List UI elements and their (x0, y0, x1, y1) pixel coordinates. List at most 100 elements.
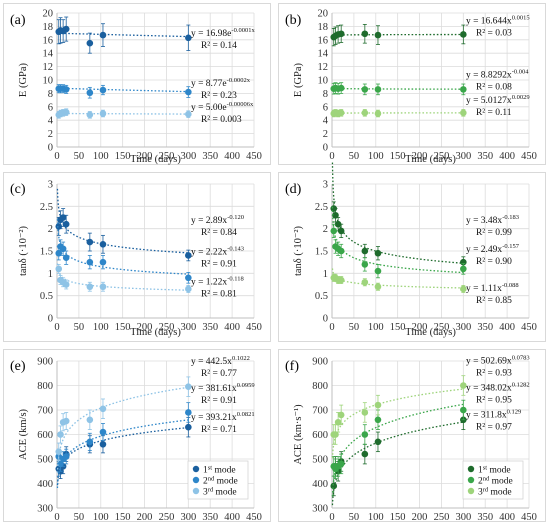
panel-label: (a) (10, 13, 26, 28)
x-tick-label: 400 (224, 151, 240, 162)
data-point (361, 30, 369, 38)
x-tick-label: 150 (115, 512, 131, 523)
x-tick-label: 250 (159, 512, 175, 523)
data-point (332, 431, 339, 438)
chart-svg-e: (e) 300 400 500 600 700 800 900 0 50 100 150 200 250 3… (10, 355, 262, 523)
y-tick-label: 3 (323, 180, 328, 191)
equation-exponent: -0.004 (512, 68, 530, 75)
x-tick-label: 300 (455, 322, 471, 333)
equation-base: y = 2.49x (466, 245, 502, 255)
trendline (331, 388, 464, 459)
equation-label: y = 2.22x-0.143 (191, 246, 244, 258)
panel-label: (b) (285, 13, 302, 28)
y-tick-label: 2 (323, 129, 328, 140)
data-point (361, 409, 369, 416)
x-tick-label: 150 (390, 151, 406, 162)
data-point (99, 86, 107, 94)
data-point (374, 401, 382, 409)
x-tick-label: 50 (74, 151, 85, 162)
data-point (374, 438, 382, 446)
trendline (332, 112, 464, 115)
y-tick-label: 0 (323, 314, 328, 325)
data-point (185, 88, 192, 96)
data-point (374, 31, 382, 39)
r2-label: R² = 0.97 (476, 422, 512, 432)
trendline (331, 403, 464, 497)
x-tick-label: 150 (390, 322, 406, 333)
y-tick-label: 6 (323, 102, 328, 113)
data-point (361, 450, 369, 458)
equation-base: y = 5.00e (191, 103, 227, 113)
data-point (62, 254, 70, 261)
y-tick-label: 400 (312, 479, 328, 490)
legend-label-number: 2 (203, 477, 208, 487)
x-tick-label: 400 (499, 512, 515, 523)
y-tick-label: 14 (318, 49, 329, 60)
x-tick-label: 200 (137, 512, 153, 523)
data-point (86, 438, 94, 446)
x-tick-label: 350 (202, 151, 218, 162)
data-point (185, 110, 192, 118)
x-tick-label: 150 (115, 151, 131, 162)
legend-label-rest: mode (487, 466, 510, 476)
y-tick-label: 0.5 (315, 291, 328, 302)
legend-label-rest: mode (489, 477, 512, 487)
equation-base: y = 348.02x (466, 383, 512, 393)
y-axis-label: ACE (km/s) (18, 408, 29, 460)
equation-base: y = 311.8x (466, 410, 507, 420)
data-point (99, 110, 107, 117)
legend-label-ordinal: rd (483, 487, 489, 494)
equation-label: y = 5.00e-0.00006x (191, 101, 254, 113)
chart-panel-e: (e) 300 400 500 600 700 800 900 0 50 100 150 200 250 3… (3, 349, 271, 523)
data-point (337, 411, 345, 419)
r2-label: R² = 0.03 (476, 29, 512, 39)
data-point (86, 89, 94, 97)
legend-marker (467, 476, 475, 484)
legend-label-rest: mode (213, 488, 236, 498)
data-point (99, 258, 107, 266)
r2-label: R² = 0.93 (476, 368, 512, 378)
equation-exponent: 0.0783 (512, 354, 530, 361)
data-point (361, 278, 369, 286)
x-tick-label: 300 (455, 151, 471, 162)
equation-exponent: 0.0959 (237, 382, 255, 389)
equation-label: y = 16.644x0.0015 (466, 15, 530, 27)
y-tick-label: 8 (48, 89, 53, 100)
trendline (56, 426, 189, 486)
x-tick-label: 250 (434, 151, 450, 162)
x-tick-label: 400 (224, 322, 240, 333)
equation-exponent: -0.183 (502, 214, 519, 221)
data-point (62, 86, 70, 93)
chart-panel-c: (c) 0 0.5 1 1.5 2 2.5 3 0 50 100 150 200 250 300 350 400… (3, 172, 271, 342)
data-point (361, 247, 369, 255)
x-tick-label: 0 (329, 151, 334, 162)
equation-exponent: -0.143 (227, 246, 244, 253)
chart-panel-b: (b) 0 2 4 6 8 10 12 14 16 18 20 0 50 100 150 200 250 300 35… (278, 3, 546, 165)
x-tick-label: 400 (499, 322, 515, 333)
equation-base: y = 8.77e (191, 79, 227, 89)
y-tick-label: 6 (48, 102, 53, 113)
x-tick-label: 350 (477, 512, 493, 523)
equation-exponent: -0.120 (227, 214, 244, 221)
equation-label: y = 348.02x0.1282 (466, 381, 530, 393)
equation-exponent: 0.129 (507, 408, 522, 415)
legend-label-number: 3 (203, 488, 208, 498)
x-tick-label: 450 (246, 322, 262, 333)
y-tick-label: 12 (318, 62, 329, 73)
y-tick-label: 500 (37, 455, 53, 466)
trendline (56, 386, 189, 474)
legend-label: 1st mode (478, 465, 511, 476)
legend-label-rest: mode (488, 488, 511, 498)
y-axis-label: E (GPa) (18, 62, 29, 97)
equation-exponent: -0.0002x (227, 77, 251, 84)
equation-base: y = 1.22x (191, 278, 227, 288)
x-tick-label: 100 (93, 512, 109, 523)
y-axis-label: tanδ (·10⁻²) (293, 225, 304, 276)
data-point (62, 453, 70, 460)
data-point (374, 86, 382, 93)
y-axis-label: ACE (km·s⁻¹) (293, 404, 304, 465)
legend-label: 1st mode (203, 465, 236, 476)
data-point (86, 111, 94, 119)
y-tick-label: 300 (37, 504, 53, 515)
r2-label: R² = 0.11 (476, 108, 512, 118)
